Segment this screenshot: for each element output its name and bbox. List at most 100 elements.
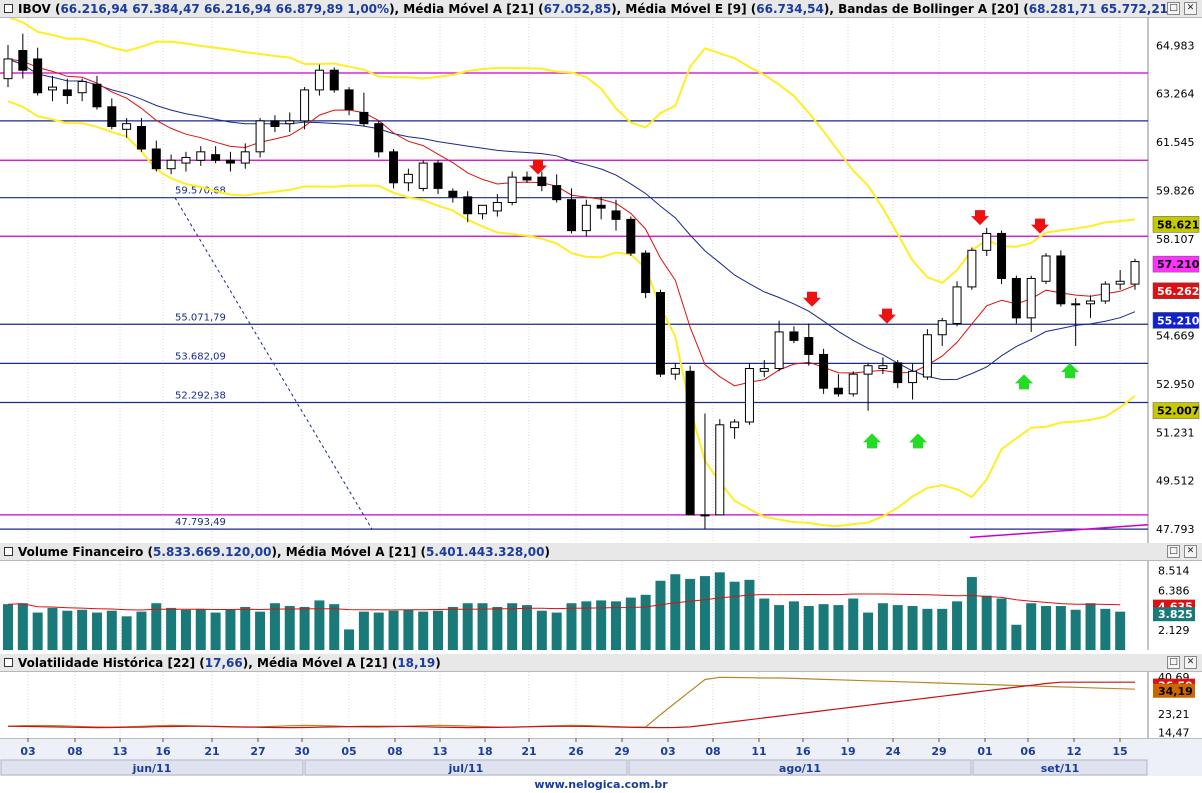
volume-bar — [3, 604, 13, 650]
volume-bar — [714, 572, 725, 650]
candle — [359, 111, 369, 125]
volume-ma-value: 5.401.443.328,00 — [426, 545, 545, 559]
candle — [908, 370, 918, 384]
candle — [1071, 303, 1081, 306]
volume-bar — [833, 605, 844, 650]
bollinger-label: Bandas de Bollinger A [20] — [838, 2, 1020, 16]
month-label: jul/11 — [448, 762, 484, 775]
close-icon[interactable]: ✕ — [1184, 545, 1197, 558]
volume-bar — [32, 612, 43, 650]
candle — [1026, 277, 1036, 319]
y-tick-label: 64.983 — [1156, 39, 1195, 52]
candle — [1011, 277, 1021, 319]
x-tick-label: 08 — [67, 745, 82, 758]
sell-signal-icon — [878, 308, 896, 324]
footer-link[interactable]: www.nelogica.com.br — [0, 776, 1202, 793]
candle — [300, 89, 310, 122]
candle — [581, 204, 591, 232]
candle — [804, 337, 814, 355]
price-badge-text: 57.210 — [1157, 258, 1200, 271]
price-chart: 59.570,68 55.071,79 53.682,09 52.292,38 47.7… — [0, 18, 1202, 543]
volume-value: 5.833.669.120,00 — [153, 545, 272, 559]
maximize-icon[interactable]: □ — [1167, 2, 1180, 15]
volume-badge-text: 3.825 — [1158, 608, 1193, 621]
volume-bar — [581, 601, 592, 650]
volume-bar — [863, 612, 874, 650]
candle — [1041, 255, 1051, 282]
candle — [655, 292, 665, 375]
month-band — [304, 759, 628, 776]
candle — [92, 83, 102, 108]
x-tick-label: 27 — [250, 745, 265, 758]
candle — [166, 159, 176, 170]
maximize-icon[interactable]: □ — [1167, 545, 1180, 558]
candle — [478, 204, 488, 215]
volume-bar — [788, 601, 799, 650]
volume-bar — [106, 610, 117, 650]
candle — [893, 362, 903, 384]
volume-bar — [596, 600, 607, 650]
candle — [3, 58, 13, 80]
price-panel-header: IBOV (66.216,94 67.384,47 66.216,94 66.8… — [0, 0, 1202, 18]
volume-bar — [507, 603, 518, 650]
price-panel-checkbox[interactable] — [4, 4, 13, 13]
x-tick-label: 13 — [112, 745, 127, 758]
candle — [1086, 300, 1096, 305]
maximize-icon[interactable]: □ — [1167, 656, 1180, 669]
bollinger-lower-line — [7, 100, 1136, 528]
volume-bar — [299, 606, 310, 650]
price-badge-text: 52.007 — [1157, 405, 1199, 418]
volume-bar — [492, 606, 503, 650]
volume-bar — [62, 610, 73, 650]
price-y-axis — [1148, 18, 1202, 543]
x-tick-label: 12 — [1066, 745, 1081, 758]
candle — [492, 201, 502, 212]
price-badge-text: 56.262 — [1157, 285, 1199, 298]
volume-bar — [522, 605, 533, 650]
x-tick-label: 18 — [477, 745, 492, 758]
month-band — [972, 759, 1148, 776]
volume-bar — [848, 598, 859, 650]
volume-bar — [877, 603, 888, 650]
x-axis: 03 08 13 16 21 27 30 05 08 13 18 21 26 29 03 08 11 16 19 24… — [0, 738, 1202, 776]
volatility-panel-checkbox[interactable] — [4, 658, 13, 667]
price-badge — [1152, 312, 1200, 329]
candle — [1130, 261, 1140, 285]
volume-bar — [255, 611, 266, 650]
bollinger-value: 68.281,71 65.772,21 — [1028, 2, 1169, 16]
candle — [997, 232, 1007, 279]
volume-bar — [907, 606, 918, 650]
price-badge-text: 58.621 — [1157, 218, 1199, 231]
candle — [922, 334, 932, 378]
volume-bar — [373, 612, 384, 650]
x-tick-label: 21 — [204, 745, 219, 758]
y-tick-label: 40,69 — [1158, 672, 1190, 684]
price-badge-text: 55.210 — [1157, 314, 1200, 327]
volume-legend: Volume Financeiro (5.833.669.120,00), Mé… — [18, 545, 550, 559]
close-icon[interactable]: ✕ — [1184, 656, 1197, 669]
volume-bar — [952, 601, 963, 650]
candle — [240, 151, 250, 164]
volume-bar — [1026, 603, 1037, 650]
x-tick-label: 11 — [751, 745, 766, 758]
volume-bar — [640, 594, 651, 650]
sell-signal-icon — [803, 291, 821, 307]
candle — [329, 69, 339, 91]
volume-bar — [892, 605, 903, 650]
volatility-panel-header: Volatilidade Histórica [22] (17,66), Méd… — [0, 654, 1202, 672]
close-icon[interactable]: ✕ — [1184, 2, 1197, 15]
volume-badge — [1153, 607, 1195, 622]
x-tick-label: 01 — [977, 745, 992, 758]
price-plot-area — [0, 18, 1148, 543]
candle — [463, 196, 473, 215]
level-label: 59.570,68 — [175, 186, 226, 197]
x-tick-label: 30 — [294, 745, 310, 758]
volume-bar — [1100, 608, 1111, 650]
volume-ma-label: Média Móvel A [21] — [285, 545, 417, 559]
x-tick-label: 29 — [614, 745, 629, 758]
volume-bar — [477, 603, 488, 650]
volume-bar — [358, 611, 369, 650]
candle — [982, 232, 992, 251]
y-tick-label: 54.669 — [1156, 330, 1195, 343]
volume-panel-checkbox[interactable] — [4, 547, 13, 556]
